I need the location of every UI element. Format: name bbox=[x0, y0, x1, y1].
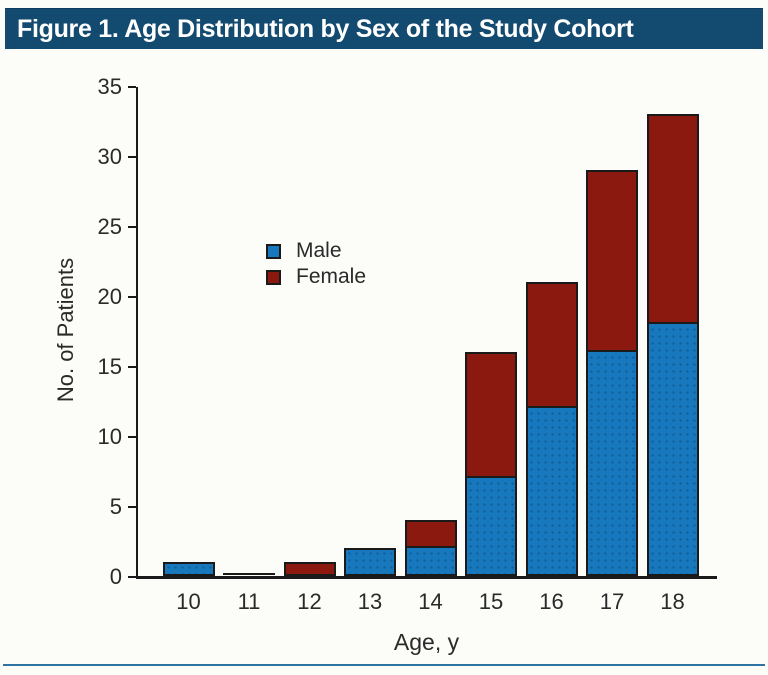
y-tick bbox=[128, 436, 136, 438]
x-tick-label: 16 bbox=[539, 589, 564, 614]
x-axis-title: Age, y bbox=[393, 629, 460, 655]
bar-female-segment bbox=[527, 284, 576, 408]
y-tick bbox=[128, 576, 136, 578]
x-tick-label: 12 bbox=[297, 589, 322, 614]
female-swatch-icon bbox=[266, 269, 281, 285]
x-axis-line bbox=[136, 576, 717, 579]
plot-area: 0 5 10 15 20 25 30 35 10 11 12 13 14 15 16 17 18 bbox=[98, 74, 719, 614]
bar-age-12 bbox=[283, 562, 336, 576]
x-tick-label: 13 bbox=[357, 589, 383, 614]
figure-title: Figure 1. Age Distribution by Sex of the… bbox=[17, 14, 634, 43]
x-tick-label: 10 bbox=[176, 589, 201, 614]
x-tick-label: 11 bbox=[237, 589, 261, 614]
x-tick-label: 17 bbox=[599, 589, 625, 614]
bar-female-segment bbox=[467, 354, 515, 478]
y-tick-label: 5 bbox=[109, 494, 122, 519]
bar-female-segment bbox=[588, 172, 636, 352]
y-tick bbox=[128, 506, 136, 508]
bar-age-11 bbox=[223, 573, 275, 575]
bar-age-16 bbox=[525, 282, 578, 576]
bar-female-segment bbox=[648, 116, 697, 324]
x-tick-label: 15 bbox=[478, 589, 504, 614]
x-tick-label: 18 bbox=[660, 589, 685, 614]
bottom-rule bbox=[3, 664, 765, 666]
y-axis-title: No. of Patients bbox=[53, 257, 78, 403]
male-swatch-icon bbox=[266, 243, 281, 259]
y-tick bbox=[128, 226, 136, 228]
y-tick bbox=[128, 366, 136, 368]
y-tick-label: 10 bbox=[97, 424, 122, 449]
chart-legend: Male Female bbox=[266, 238, 366, 290]
figure-title-bar: Figure 1. Age Distribution by Sex of the… bbox=[5, 8, 763, 49]
y-tick bbox=[128, 86, 136, 88]
y-tick-label: 20 bbox=[97, 284, 122, 309]
y-tick-label: 0 bbox=[109, 564, 122, 589]
y-tick-label: 30 bbox=[97, 144, 122, 169]
bar-age-15 bbox=[465, 352, 517, 576]
legend-label-male: Male bbox=[296, 239, 342, 262]
y-tick bbox=[128, 156, 136, 158]
bar-age-13 bbox=[344, 548, 396, 576]
bar-age-10 bbox=[162, 562, 215, 576]
legend-item-male: Male bbox=[266, 238, 366, 264]
y-tick bbox=[128, 296, 136, 298]
bar-age-14 bbox=[404, 520, 457, 576]
y-tick-label: 15 bbox=[97, 354, 122, 379]
legend-label-female: Female bbox=[296, 265, 367, 288]
x-tick-label: 14 bbox=[418, 589, 443, 614]
bar-age-18 bbox=[646, 114, 699, 576]
legend-item-female: Female bbox=[266, 264, 366, 290]
y-tick-label: 25 bbox=[97, 214, 122, 239]
y-tick-label: 35 bbox=[97, 74, 122, 99]
bar-female-segment bbox=[406, 522, 455, 548]
bar-age-17 bbox=[586, 170, 638, 576]
